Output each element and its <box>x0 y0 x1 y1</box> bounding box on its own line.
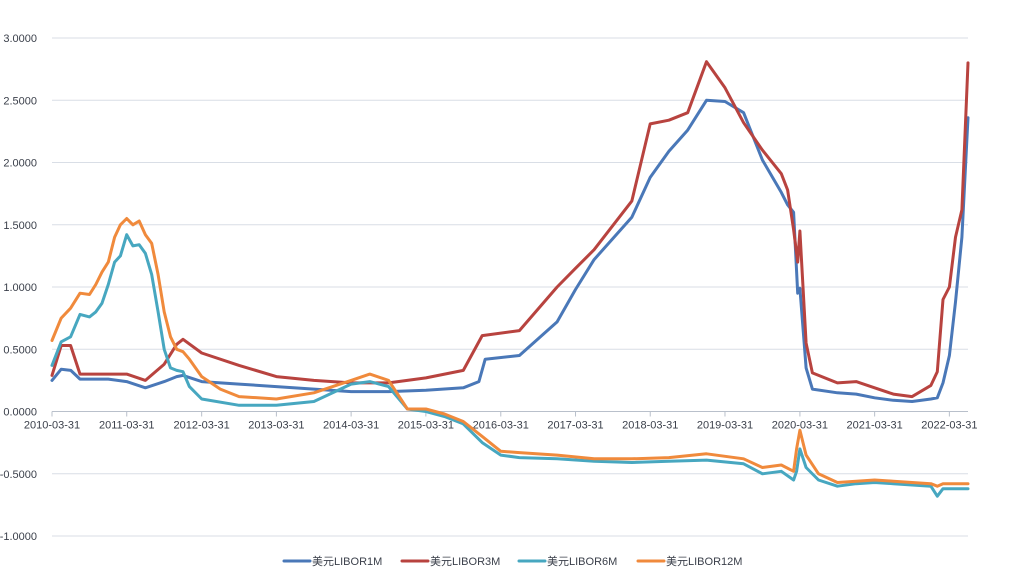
series-line-1 <box>50 98 970 403</box>
x-tick-label: 2012-03-31 <box>174 420 230 432</box>
series-lines <box>50 60 970 498</box>
x-tick-label: 2017-03-31 <box>547 420 603 432</box>
legend: 美元LIBOR1M 美元LIBOR3M 美元LIBOR6M 美元LIBOR12M <box>282 555 742 568</box>
series-line-2 <box>50 60 970 399</box>
x-tick-label: 2015-03-31 <box>398 420 454 432</box>
y-tick-label: 0.5000 <box>3 344 37 356</box>
x-tick-label: 2018-03-31 <box>622 420 678 432</box>
y-tick-label: 0.0000 <box>3 407 37 419</box>
x-tick-label: 2022-03-31 <box>921 420 977 432</box>
y-tick-label: -1.0000 <box>0 531 37 543</box>
legend-label: 美元LIBOR6M <box>547 555 617 568</box>
y-tick-label: 2.0000 <box>3 158 37 170</box>
x-axis: 2010-03-31 2011-03-31 2012-03-31 2013-03-31… <box>24 411 978 432</box>
x-tick-label: 2014-03-31 <box>323 420 379 432</box>
x-tick-label: 2013-03-31 <box>248 420 304 432</box>
series-line-4 <box>50 217 970 488</box>
y-tick-label: 1.5000 <box>3 220 37 232</box>
y-tick-label: 2.5000 <box>3 95 37 107</box>
y-tick-label: -0.5000 <box>0 469 37 481</box>
x-tick-label: 2010-03-31 <box>24 420 80 432</box>
gridlines <box>52 37 968 537</box>
x-tick-label: 2020-03-31 <box>772 420 828 432</box>
x-tick-label: 2019-03-31 <box>697 420 753 432</box>
legend-label: 美元LIBOR12M <box>666 555 742 568</box>
legend-label: 美元LIBOR1M <box>312 555 382 568</box>
series-line-3 <box>50 233 970 498</box>
y-axis-ticks: 3.0000 2.5000 2.0000 1.5000 1.0000 0.5000 0.00… <box>0 33 37 543</box>
x-tick-label: 2016-03-31 <box>473 420 529 432</box>
x-tick-label: 2011-03-31 <box>99 420 154 432</box>
y-tick-label: 1.0000 <box>3 282 37 294</box>
x-tick-label: 2021-03-31 <box>846 420 902 432</box>
y-tick-label: 3.0000 <box>3 33 37 45</box>
legend-label: 美元LIBOR3M <box>430 555 500 568</box>
